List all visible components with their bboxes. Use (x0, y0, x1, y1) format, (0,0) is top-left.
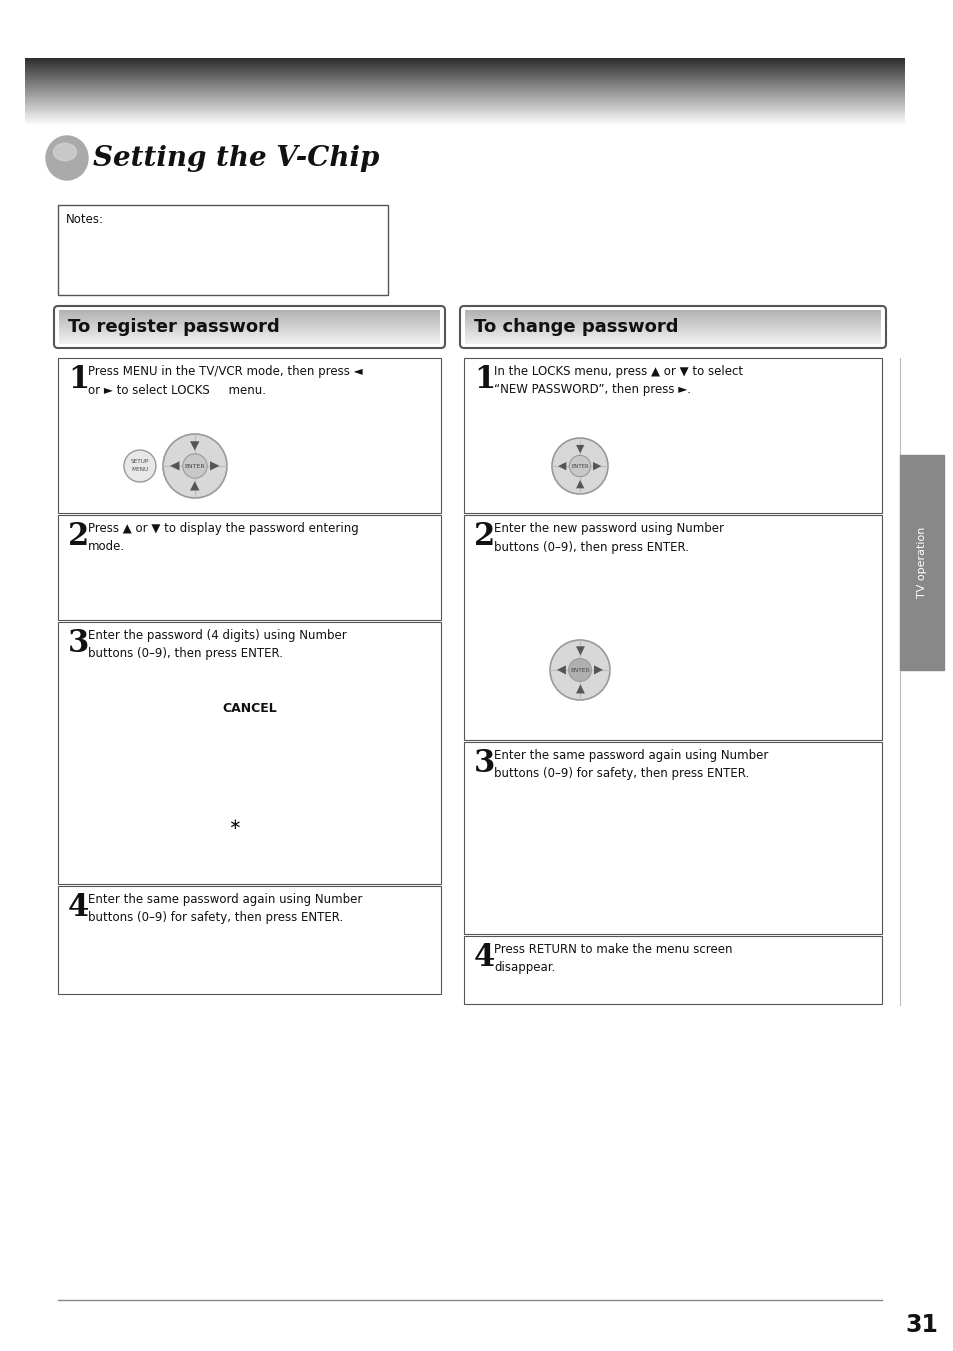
Text: 4: 4 (68, 892, 90, 923)
Text: ▶: ▶ (593, 461, 601, 471)
Text: To register password: To register password (68, 317, 279, 336)
Text: ▲: ▲ (576, 478, 583, 488)
Text: 3: 3 (474, 748, 495, 780)
Text: Enter the password (4 digits) using Number
buttons (0–9), then press ENTER.: Enter the password (4 digits) using Numb… (88, 630, 346, 661)
Text: ▲: ▲ (190, 480, 199, 492)
Text: TV operation: TV operation (916, 527, 926, 598)
Text: 2: 2 (474, 521, 495, 553)
Text: MENU: MENU (132, 467, 149, 473)
Text: ▼: ▼ (575, 644, 584, 658)
FancyBboxPatch shape (58, 358, 440, 513)
Text: To change password: To change password (474, 317, 678, 336)
Circle shape (552, 438, 607, 494)
Circle shape (550, 640, 609, 700)
Ellipse shape (53, 143, 76, 161)
Text: ◀: ◀ (558, 461, 566, 471)
Text: SETUP: SETUP (131, 459, 149, 463)
Text: Enter the same password again using Number
buttons (0–9) for safety, then press : Enter the same password again using Numb… (88, 893, 362, 924)
Text: CANCEL: CANCEL (222, 703, 276, 715)
FancyBboxPatch shape (463, 742, 882, 934)
Text: 31: 31 (904, 1313, 938, 1337)
Bar (899, 455, 943, 670)
Text: ▶: ▶ (210, 459, 219, 473)
Ellipse shape (46, 136, 88, 180)
Text: ▼: ▼ (190, 439, 199, 453)
Text: 1: 1 (474, 363, 495, 394)
FancyBboxPatch shape (58, 621, 440, 884)
Text: Enter the same password again using Number
buttons (0–9) for safety, then press : Enter the same password again using Numb… (494, 748, 767, 781)
Text: 4: 4 (474, 942, 495, 973)
Text: ∗: ∗ (228, 817, 240, 832)
Text: 2: 2 (68, 521, 90, 553)
Circle shape (124, 450, 155, 482)
Text: 3: 3 (68, 628, 90, 659)
Text: ▼: ▼ (576, 443, 583, 454)
Text: ENTER: ENTER (571, 463, 588, 469)
Text: ▲: ▲ (575, 682, 584, 696)
Text: Press MENU in the TV/VCR mode, then press ◄
or ► to select LOCKS     menu.: Press MENU in the TV/VCR mode, then pres… (88, 365, 362, 396)
Circle shape (568, 658, 591, 681)
Text: ENTER: ENTER (570, 667, 589, 673)
Circle shape (163, 434, 227, 499)
Text: Enter the new password using Number
buttons (0–9), then press ENTER.: Enter the new password using Number butt… (494, 521, 723, 554)
Text: ◀: ◀ (557, 663, 565, 677)
Text: 1: 1 (68, 363, 89, 394)
FancyBboxPatch shape (463, 936, 882, 1004)
Text: In the LOCKS menu, press ▲ or ▼ to select
“NEW PASSWORD”, then press ►.: In the LOCKS menu, press ▲ or ▼ to selec… (494, 365, 742, 396)
FancyBboxPatch shape (58, 515, 440, 620)
Text: ◀: ◀ (171, 459, 180, 473)
Text: ▶: ▶ (594, 663, 602, 677)
Text: Notes:: Notes: (66, 213, 104, 226)
FancyBboxPatch shape (463, 358, 882, 513)
Circle shape (569, 455, 590, 477)
FancyBboxPatch shape (463, 515, 882, 740)
Circle shape (183, 454, 207, 478)
Text: Press ▲ or ▼ to display the password entering
mode.: Press ▲ or ▼ to display the password ent… (88, 521, 358, 554)
Text: ENTER: ENTER (185, 463, 205, 469)
FancyBboxPatch shape (58, 205, 388, 295)
FancyBboxPatch shape (58, 886, 440, 994)
Text: Setting the V-Chip: Setting the V-Chip (92, 145, 379, 172)
Text: Press RETURN to make the menu screen
disappear.: Press RETURN to make the menu screen dis… (494, 943, 732, 974)
